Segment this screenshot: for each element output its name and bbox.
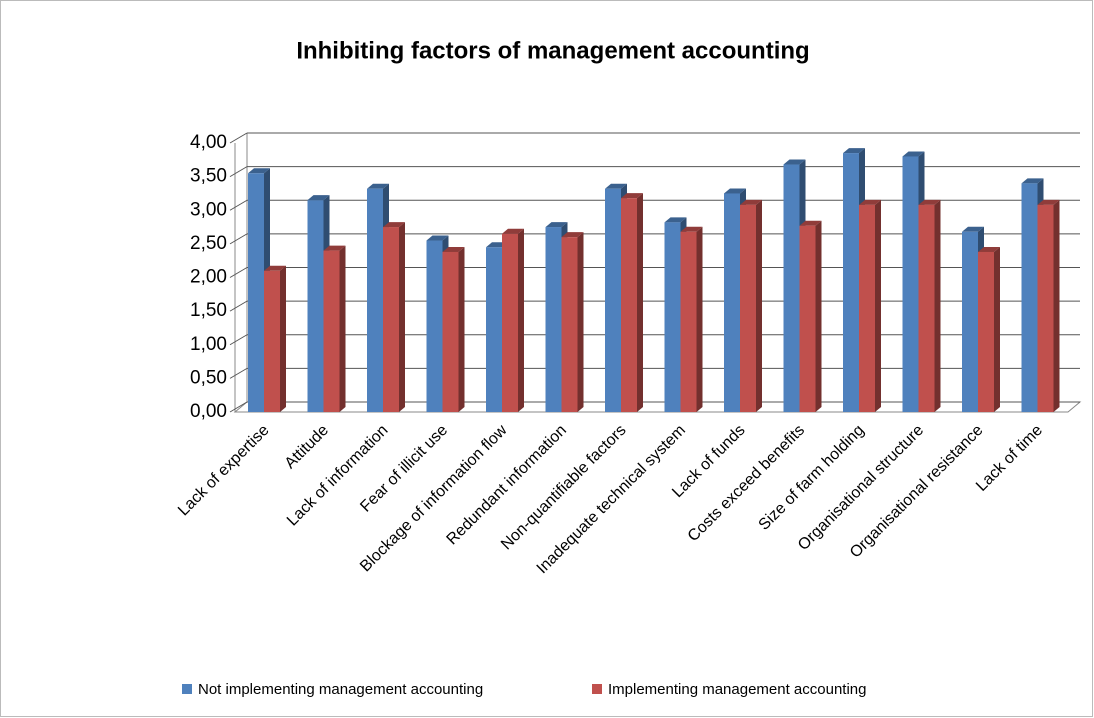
- y-tick-label: 2,50: [190, 233, 227, 254]
- tick-mark: [229, 166, 248, 178]
- tick-mark: [229, 199, 248, 211]
- tick-mark: [229, 132, 248, 144]
- y-tick-label: 4,00: [190, 132, 227, 153]
- bar-top: [545, 222, 568, 228]
- bar: [442, 251, 459, 412]
- bar: [1021, 183, 1038, 412]
- bar: [486, 247, 502, 412]
- bar-side: [518, 228, 524, 412]
- bar: [962, 231, 978, 412]
- tick-mark: [229, 267, 248, 278]
- bar-top: [621, 193, 643, 199]
- y-tick-label: 2,00: [190, 267, 227, 288]
- tick-mark: [229, 233, 248, 245]
- bar: [724, 193, 740, 412]
- y-tick-label: 0,00: [190, 401, 227, 422]
- bar: [426, 240, 443, 412]
- bar-top: [724, 188, 746, 194]
- bar: [561, 237, 578, 412]
- tick-mark: [229, 334, 248, 346]
- bar: [264, 270, 280, 412]
- bar-top: [664, 217, 687, 223]
- bar: [367, 188, 383, 412]
- legend-swatch: [182, 684, 192, 694]
- bar-top: [502, 228, 524, 234]
- bar-top: [383, 222, 405, 228]
- legend-label: Not implementing management accounting: [198, 681, 483, 698]
- bar-side: [637, 193, 643, 412]
- bar-side: [756, 199, 762, 412]
- bar-top: [962, 226, 984, 232]
- bar: [859, 204, 875, 412]
- y-tick-label: 1,00: [190, 334, 227, 355]
- bar-top: [740, 199, 762, 205]
- bar-top: [918, 199, 941, 205]
- chart-title: Inhibiting factors of management account…: [296, 37, 809, 64]
- bar: [1037, 204, 1054, 412]
- bar: [307, 200, 324, 412]
- bar-side: [280, 265, 286, 412]
- bar: [248, 173, 264, 412]
- bar-top: [859, 199, 881, 205]
- bar-top: [561, 232, 584, 238]
- bar: [783, 164, 800, 412]
- bar: [918, 204, 935, 412]
- bar-top: [902, 151, 925, 157]
- y-tick-label: 0,50: [190, 367, 227, 388]
- bar: [978, 251, 994, 412]
- bar: [502, 233, 518, 412]
- bar-top: [843, 148, 865, 154]
- bar-top: [442, 246, 465, 252]
- bar-top: [264, 265, 286, 271]
- bar-top: [367, 183, 389, 189]
- bar-top: [248, 168, 270, 174]
- bar-side: [1053, 199, 1060, 412]
- legend-label: Implementing management accounting: [608, 681, 867, 698]
- bar-side: [994, 246, 1000, 412]
- bar: [740, 204, 756, 412]
- bar-side: [934, 199, 941, 412]
- bar-side: [577, 232, 584, 412]
- bar-top: [680, 226, 703, 232]
- bar-top: [307, 195, 330, 201]
- bar-side: [696, 226, 703, 412]
- tick-mark: [229, 401, 248, 413]
- tick-mark: [229, 367, 248, 379]
- bar: [323, 250, 340, 412]
- bar-top: [783, 159, 806, 165]
- floor: [233, 401, 1082, 413]
- y-tick-label: 3,00: [190, 199, 227, 220]
- tick-mark: [229, 300, 248, 312]
- bar-side: [339, 245, 346, 412]
- bar: [843, 153, 859, 412]
- bar: [383, 227, 399, 412]
- bar-top: [426, 235, 449, 241]
- bar-top: [1021, 178, 1044, 184]
- bar-top: [978, 246, 1000, 252]
- bar: [680, 231, 697, 412]
- y-tick-label: 3,50: [190, 166, 227, 187]
- bar: [799, 225, 816, 412]
- bar-side: [399, 222, 405, 412]
- bar: [664, 222, 681, 412]
- bar-top: [799, 220, 822, 226]
- bar-top: [1037, 199, 1060, 205]
- bar: [605, 188, 621, 412]
- bar-side: [875, 199, 881, 412]
- y-tick-label: 1,50: [190, 300, 227, 321]
- bar-side: [815, 220, 822, 412]
- bar-top: [605, 183, 627, 189]
- legend-swatch: [592, 684, 602, 694]
- bar: [545, 227, 562, 412]
- bar: [621, 198, 637, 412]
- bar-top: [323, 245, 346, 251]
- bar-side: [458, 246, 465, 412]
- bar: [902, 156, 919, 412]
